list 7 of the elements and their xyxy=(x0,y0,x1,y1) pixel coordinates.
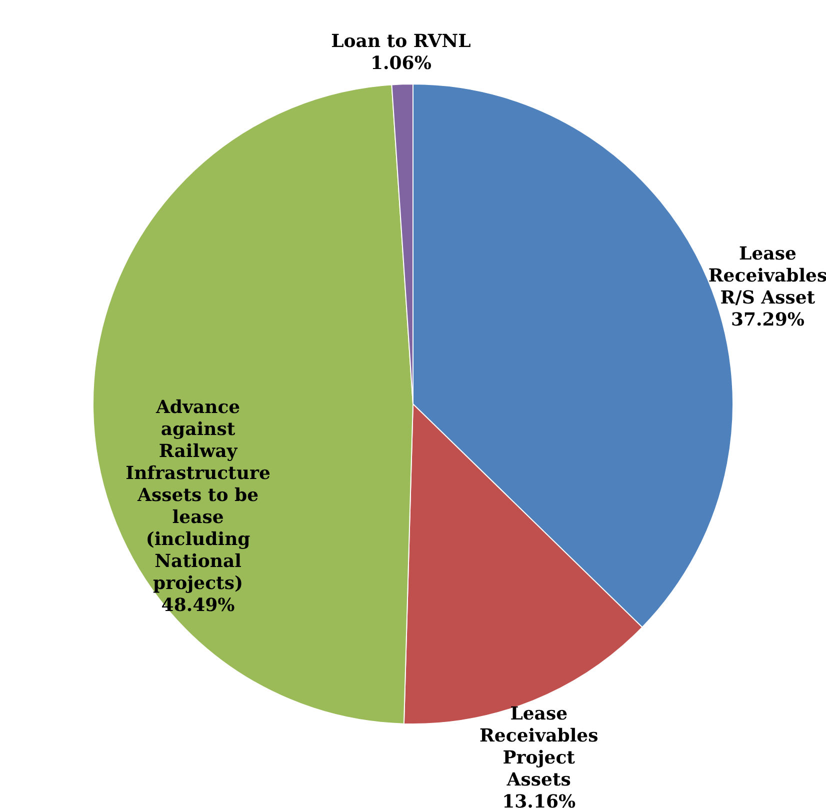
data-label: 37.29% xyxy=(730,309,804,330)
slice-label: Loan to RVNL xyxy=(331,31,472,52)
category-label: Advance against Railway Infrastructure Assets to be lease (including National projects) xyxy=(126,397,270,594)
slice-label: Lease Receivables Project Assets xyxy=(479,703,598,790)
slice-label: Lease Receivables R/S Asset xyxy=(708,243,826,308)
data-label: 1.06% xyxy=(370,53,432,74)
data-label: 13.16% xyxy=(502,791,576,808)
